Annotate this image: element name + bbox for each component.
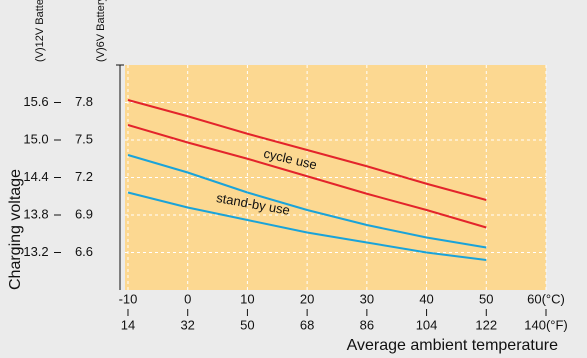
data-line [127, 191, 487, 261]
y-tick-label: 7.2 [75, 169, 93, 184]
x2-tick-label: 32 [180, 317, 194, 332]
x2-tick-label: 68 [300, 317, 314, 332]
y2-tick-label: 14.4 [23, 169, 48, 184]
x2-tick-label: 140(°F) [524, 317, 568, 332]
x-tick-label: -10 [119, 291, 138, 306]
x2-tick-label: 86 [360, 317, 374, 332]
x2-tick-label: 104 [416, 317, 438, 332]
x-tick-label: 0 [184, 291, 191, 306]
y-label: Charging voltage [7, 169, 24, 290]
x2-tick-label: 50 [240, 317, 254, 332]
x-tick-label: 40 [419, 291, 433, 306]
x-label: Average ambient temperature [347, 337, 558, 354]
x-tick-label: 60(°C) [527, 291, 565, 306]
y2-tick-label: 13.8 [23, 206, 48, 221]
data-line [127, 124, 487, 229]
data-line [127, 99, 487, 201]
x-tick-label: 20 [300, 291, 314, 306]
x-tick-label: 10 [240, 291, 254, 306]
data-line [127, 154, 487, 249]
y2-tick-label: 13.2 [23, 244, 48, 259]
y2-axis-title: (V)12V Battery [34, 0, 46, 62]
y-tick-label: 7.8 [75, 94, 93, 109]
y2-tick-label: 15.6 [23, 94, 48, 109]
y-tick-label: 7.5 [75, 131, 93, 146]
x-tick-label: 50 [479, 291, 493, 306]
y-tick-label: 6.6 [75, 244, 93, 259]
x2-tick-label: 14 [121, 317, 135, 332]
x2-tick-label: 122 [475, 317, 497, 332]
y-tick-label: 6.9 [75, 206, 93, 221]
x-tick-label: 30 [360, 291, 374, 306]
y2-tick-label: 15.0 [23, 131, 48, 146]
y-axis-title: (V)6V Battery [95, 0, 107, 62]
